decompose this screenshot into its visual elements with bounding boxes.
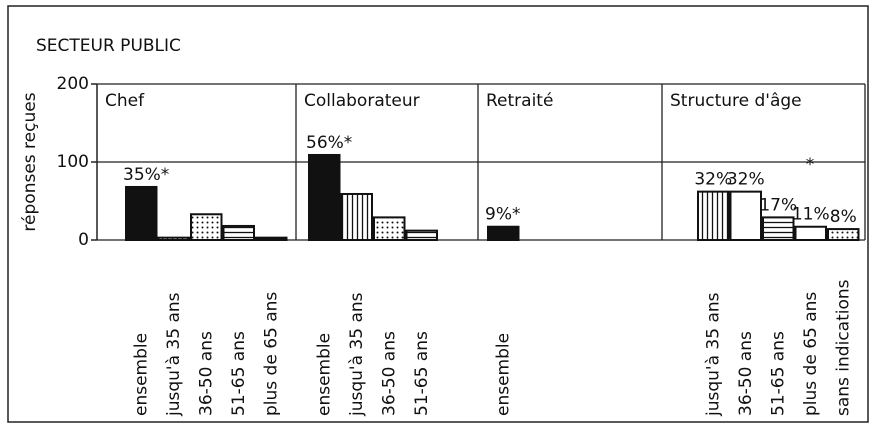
bar (340, 192, 373, 241)
panel-title: Retraité (486, 91, 553, 111)
x-tick-label: 36-50 ans (196, 331, 216, 416)
bar (762, 216, 795, 242)
panel-title: Structure d'âge (670, 91, 802, 111)
bar (125, 185, 158, 242)
bar (255, 236, 288, 242)
bar-annotation: 32% (727, 170, 765, 190)
bar-annotation: 32% (694, 170, 732, 190)
bar (405, 229, 438, 241)
x-tick-label: plus de 65 ans (801, 292, 821, 416)
note: * (806, 155, 815, 175)
y-tick-label: 200 (57, 74, 89, 94)
bar (487, 225, 520, 242)
x-tick-label: sans indications (833, 279, 853, 416)
bar (827, 228, 860, 242)
bar (373, 216, 406, 242)
x-tick-label: 51-65 ans (768, 331, 788, 416)
bar (157, 236, 190, 242)
bar-annotation: 17% (759, 195, 797, 215)
bar (794, 225, 827, 242)
y-axis-label: réponses reçues (20, 92, 40, 231)
x-tick-label: ensemble (131, 333, 151, 416)
x-tick-label: jusqu'à 35 ans (164, 292, 184, 417)
x-tick-label: 36-50 ans (379, 331, 399, 416)
panel-title: Chef (105, 91, 145, 111)
x-tick-label: jusqu'à 35 ans (703, 292, 723, 417)
bar (222, 224, 255, 242)
frame (7, 5, 869, 423)
bar-annotation: 35%* (123, 165, 169, 185)
panel-title: Collaborateur (304, 91, 420, 111)
bar-annotation: 9%* (485, 205, 520, 225)
y-tick-label: 0 (78, 230, 89, 250)
chart-title: SECTEUR PUBLIC (36, 36, 181, 56)
x-tick-label: plus de 65 ans (261, 292, 281, 416)
x-tick-label: ensemble (314, 333, 334, 416)
y-tick-label: 100 (57, 152, 89, 172)
x-tick-label: jusqu'à 35 ans (347, 292, 367, 417)
bar (729, 190, 762, 241)
x-tick-label: 36-50 ans (736, 331, 756, 416)
bar-annotation: 11% (792, 205, 830, 225)
bar-annotation: 8% (830, 207, 857, 227)
x-tick-label: 51-65 ans (229, 331, 249, 416)
bar (697, 190, 730, 241)
bar (190, 213, 223, 241)
x-tick-label: 51-65 ans (412, 331, 432, 416)
bar-annotation: 56%* (306, 133, 352, 153)
bar (308, 153, 341, 241)
x-tick-label: ensemble (493, 333, 513, 416)
